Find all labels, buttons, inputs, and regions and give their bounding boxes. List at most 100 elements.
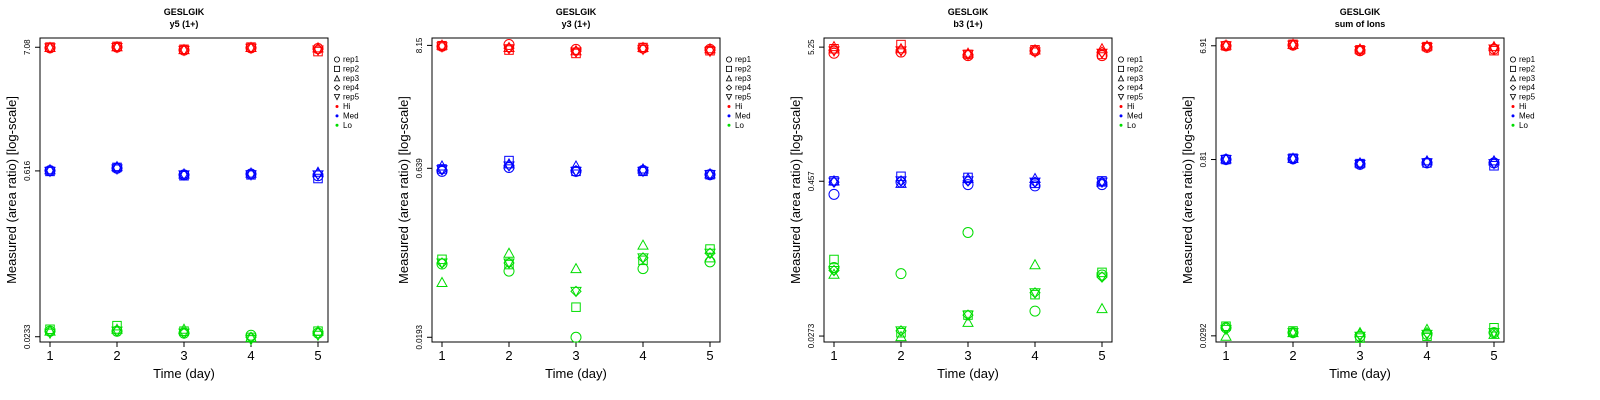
legend-swatch-med <box>727 114 731 118</box>
legend-swatch-rep5 <box>333 94 341 101</box>
data-point-lo-rep5 <box>1096 272 1108 284</box>
legend-label: Lo <box>735 121 744 130</box>
x-axis-label: Time (day) <box>937 366 999 381</box>
legend-label: rep5 <box>735 93 752 102</box>
legend-swatch-rep4 <box>725 84 733 91</box>
chart-subtitle: y5 (1+) <box>170 19 199 29</box>
x-tick-label: 4 <box>1031 348 1038 363</box>
plot-frame <box>39 37 329 343</box>
data-point-lo-rep1 <box>570 331 582 343</box>
data-point-lo-rep5 <box>637 253 649 264</box>
data-point-med-rep3 <box>245 167 257 178</box>
legend-label: Hi <box>343 102 351 111</box>
data-point-lo-rep5 <box>178 328 190 340</box>
data-point-hi-rep1 <box>828 47 840 59</box>
legend-swatch-rep5 <box>1509 94 1517 101</box>
legend-swatch-med <box>1511 114 1515 118</box>
data-point-med-rep3 <box>44 163 56 175</box>
legend-label: rep3 <box>1127 74 1144 83</box>
data-point-lo-rep5 <box>828 266 840 277</box>
data-point-hi-rep4 <box>1096 46 1108 58</box>
legend-label: rep4 <box>1519 83 1536 92</box>
data-point-med-rep2 <box>504 155 514 166</box>
data-point-med-rep5 <box>828 177 840 189</box>
x-tick-label: 1 <box>1222 348 1229 363</box>
data-point-lo-rep2 <box>638 255 648 266</box>
legend-label: Med <box>1519 111 1535 120</box>
legend-swatch-rep2 <box>1118 65 1125 72</box>
data-point-med-rep1 <box>962 179 974 191</box>
data-point-lo-rep4 <box>1421 326 1433 339</box>
data-point-lo-rep5 <box>1029 288 1041 299</box>
data-point-hi-rep5 <box>44 43 56 54</box>
x-tick-label: 3 <box>1356 348 1363 363</box>
chart-subtitle: y3 (1+) <box>562 19 591 29</box>
legend-swatch-hi <box>1511 105 1515 108</box>
data-point-med-rep5 <box>1488 159 1500 170</box>
data-point-hi-rep5 <box>436 42 448 53</box>
data-point-lo-rep1 <box>895 268 907 280</box>
y-tick-label: 0.0292 <box>1199 323 1208 348</box>
data-point-hi-rep4 <box>1029 45 1041 57</box>
data-point-med-rep1 <box>436 165 448 177</box>
y-axis-label: Measured (area ratio) [log-scale] <box>4 96 19 284</box>
data-point-med-rep3 <box>178 167 190 179</box>
x-tick-label: 2 <box>1289 348 1296 363</box>
data-point-lo-rep3 <box>1029 258 1041 270</box>
data-point-med-rep3 <box>1220 152 1232 164</box>
data-point-lo-rep2 <box>1355 333 1365 343</box>
y-tick-label: 0.0233 <box>23 324 32 349</box>
legend-swatch-rep4 <box>1117 84 1125 91</box>
data-point-lo-rep1 <box>1096 269 1108 281</box>
legend-label: Lo <box>1519 121 1528 130</box>
data-point-hi-rep5 <box>1220 41 1232 52</box>
data-point-med-rep5 <box>111 164 123 175</box>
legend-label: rep3 <box>735 74 752 83</box>
data-point-lo-rep4 <box>1354 328 1366 341</box>
chart-title: GESLGIK <box>556 7 597 17</box>
data-point-med-rep5 <box>245 170 257 181</box>
data-point-med-rep3 <box>570 159 582 171</box>
data-point-lo-rep3 <box>637 239 649 250</box>
data-point-hi-rep3 <box>1421 39 1433 51</box>
legend-label: Med <box>343 111 359 120</box>
data-point-lo-rep1 <box>503 265 515 277</box>
legend-label: rep2 <box>1519 64 1536 73</box>
y-tick-label: 0.639 <box>415 158 424 179</box>
x-tick-label: 3 <box>964 348 971 363</box>
data-point-lo-rep5 <box>312 330 324 342</box>
legend-label: rep1 <box>1519 55 1536 64</box>
data-point-lo-rep5 <box>245 335 257 346</box>
data-point-med-rep2 <box>896 171 906 182</box>
x-tick-label: 5 <box>314 348 321 363</box>
data-point-hi-rep5 <box>570 47 582 59</box>
data-point-hi-rep5 <box>1096 48 1108 60</box>
data-point-hi-rep3 <box>178 43 190 55</box>
legend-swatch-lo <box>727 123 731 127</box>
data-point-med-rep1 <box>1096 179 1108 191</box>
data-point-hi-rep5 <box>1354 46 1366 57</box>
legend-swatch-lo <box>1511 123 1515 127</box>
legend-label: rep4 <box>735 83 752 92</box>
data-point-med-rep5 <box>895 176 907 187</box>
data-point-lo-rep5 <box>1488 328 1500 339</box>
y-tick-label: 0.81 <box>1199 151 1208 167</box>
legend-swatch-hi <box>727 105 731 108</box>
x-tick-label: 5 <box>706 348 713 363</box>
data-point-lo-rep3 <box>962 316 974 327</box>
legend-label: rep4 <box>343 83 360 92</box>
legend-swatch-hi <box>335 105 339 108</box>
legend-swatch-rep5 <box>725 94 733 101</box>
plot-frame <box>1215 37 1505 343</box>
data-point-hi-rep4 <box>828 44 840 56</box>
data-point-med-rep5 <box>1354 159 1366 171</box>
y-axis-label: Measured (area ratio) [log-scale] <box>1180 96 1195 284</box>
data-point-lo-rep5 <box>962 310 974 322</box>
data-point-lo-rep5 <box>704 248 716 260</box>
data-point-med-rep5 <box>178 170 190 181</box>
data-point-lo-rep2 <box>1097 267 1107 278</box>
data-point-med-rep5 <box>962 176 974 187</box>
data-point-hi-rep3 <box>44 41 56 52</box>
legend-label: Hi <box>735 102 743 111</box>
chart-panel-4: GESLGIK sum of Ions 1 2 3 4 5 Time (day) 6.91 0.8… <box>1180 7 1536 381</box>
